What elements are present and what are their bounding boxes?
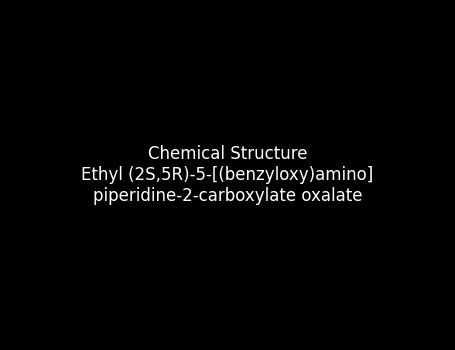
- Text: Chemical Structure
Ethyl (2S,5R)-5-[(benzyloxy)amino]
piperidine-2-carboxylate o: Chemical Structure Ethyl (2S,5R)-5-[(ben…: [81, 145, 374, 205]
